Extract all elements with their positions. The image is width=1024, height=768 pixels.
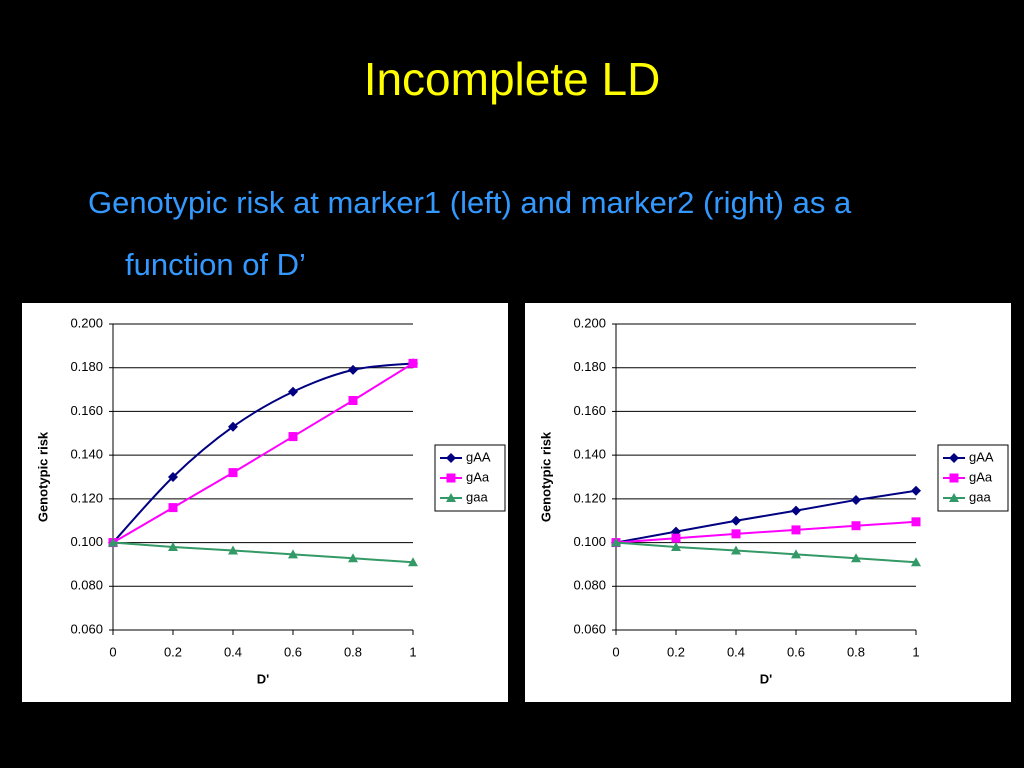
marker — [731, 529, 741, 539]
series-line — [112, 362, 414, 544]
x-axis-label: D' — [257, 671, 269, 686]
marker — [228, 545, 238, 555]
marker — [288, 432, 298, 442]
legend-label: gAa — [466, 469, 490, 484]
marker — [408, 557, 418, 567]
marker — [911, 485, 921, 496]
marker — [911, 557, 921, 567]
marker — [791, 505, 801, 516]
y-tick-label: 0.100 — [70, 534, 103, 549]
y-tick-label: 0.080 — [573, 578, 606, 593]
legend-label: gAA — [466, 449, 491, 464]
slide-title: Incomplete LD — [363, 53, 661, 105]
x-tick-label: 0 — [109, 644, 116, 659]
y-tick-label: 0.180 — [573, 359, 606, 374]
x-tick-label: 1 — [409, 644, 416, 659]
slide-subtitle: Genotypic risk at marker1 (left) and mar… — [88, 185, 852, 282]
marker — [446, 493, 456, 502]
series-line — [615, 489, 917, 544]
x-tick-label: 0.8 — [344, 644, 362, 659]
y-tick-label: 0.140 — [573, 447, 606, 462]
series-line — [615, 541, 917, 564]
y-axis-label: Genotypic risk — [35, 431, 50, 522]
y-tick-label: 0.200 — [573, 315, 606, 330]
marker — [288, 386, 298, 397]
marker — [731, 545, 741, 555]
chart-area — [22, 303, 508, 702]
x-tick-label: 0.4 — [727, 644, 745, 659]
x-tick-label: 0.8 — [847, 644, 865, 659]
marker — [791, 525, 801, 535]
series-line — [615, 520, 917, 544]
y-tick-label: 0.160 — [573, 403, 606, 418]
y-tick-label: 0.160 — [70, 403, 103, 418]
marker — [348, 364, 358, 375]
marker — [168, 541, 178, 551]
marker — [108, 537, 118, 547]
legend-label: gaa — [466, 489, 488, 504]
series-line — [112, 541, 414, 564]
x-tick-label: 1 — [912, 644, 919, 659]
marker — [408, 358, 418, 368]
legend-label: gAa — [969, 469, 993, 484]
y-tick-label: 0.060 — [70, 621, 103, 636]
marker — [446, 473, 456, 483]
x-tick-label: 0.2 — [667, 644, 685, 659]
marker — [949, 493, 959, 502]
y-tick-label: 0.080 — [70, 578, 103, 593]
x-tick-label: 0.6 — [787, 644, 805, 659]
marker — [731, 515, 741, 526]
marker — [168, 472, 178, 482]
marker — [851, 521, 861, 531]
marker — [228, 468, 238, 478]
marker — [348, 553, 358, 563]
x-tick-label: 0.2 — [164, 644, 182, 659]
marker — [791, 549, 801, 559]
chart-area — [525, 303, 1011, 702]
y-tick-label: 0.120 — [573, 490, 606, 505]
y-tick-label: 0.100 — [573, 534, 606, 549]
y-tick-label: 0.120 — [70, 490, 103, 505]
marker — [949, 473, 959, 483]
marker — [671, 541, 681, 551]
marker — [949, 453, 959, 463]
x-tick-label: 0.6 — [284, 644, 302, 659]
marker — [348, 396, 358, 405]
legend-label: gaa — [969, 489, 991, 504]
marker — [851, 553, 861, 563]
y-tick-label: 0.180 — [70, 359, 103, 374]
marker — [851, 494, 861, 505]
y-axis-label: Genotypic risk — [538, 431, 553, 522]
marker — [228, 421, 238, 432]
y-tick-label: 0.140 — [70, 447, 103, 462]
x-tick-label: 0 — [612, 644, 619, 659]
marker — [611, 537, 621, 547]
y-tick-label: 0.200 — [70, 315, 103, 330]
legend-label: gAA — [969, 449, 994, 464]
marker — [168, 503, 178, 513]
marker — [288, 549, 298, 559]
marker — [911, 517, 921, 527]
x-tick-label: 0.4 — [224, 644, 242, 659]
y-tick-label: 0.060 — [573, 621, 606, 636]
x-axis-label: D' — [760, 671, 772, 686]
marker — [446, 453, 456, 463]
marker — [671, 533, 681, 543]
